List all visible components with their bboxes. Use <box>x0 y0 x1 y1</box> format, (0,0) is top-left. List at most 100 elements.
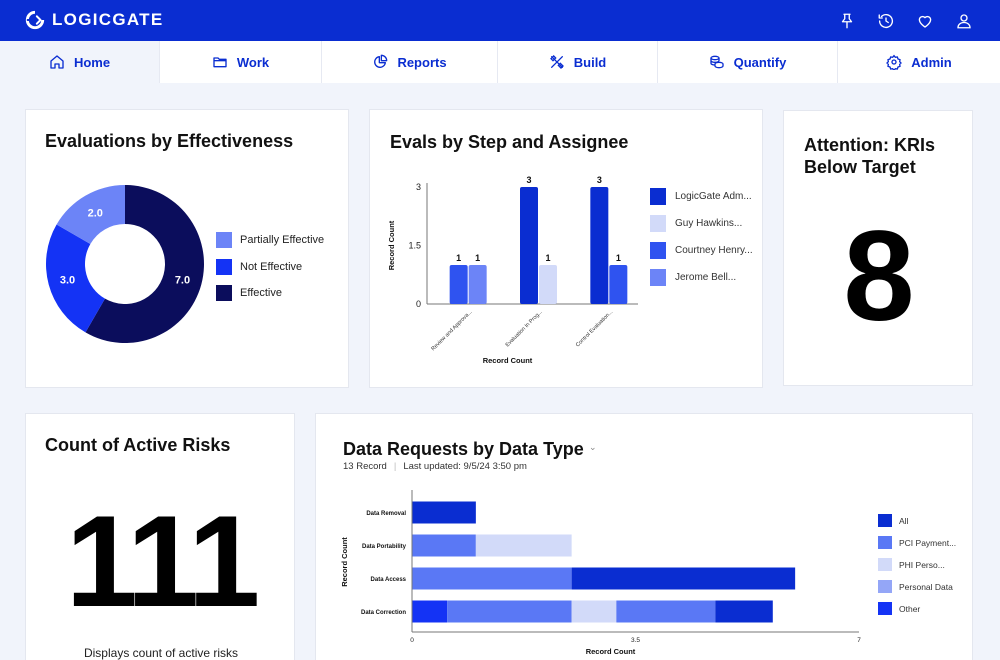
legend-item[interactable]: Effective <box>216 285 324 301</box>
gear-icon <box>886 54 903 70</box>
reports-icon <box>374 54 388 68</box>
pie-slice[interactable] <box>56 185 125 244</box>
bar-segment[interactable] <box>571 600 617 623</box>
legend-item[interactable]: PCI Payment... <box>878 536 956 549</box>
history-icon[interactable] <box>876 11 896 31</box>
nav-build[interactable]: Build <box>498 41 658 83</box>
x-axis-label: Record Count <box>586 647 636 656</box>
bar-segment[interactable] <box>412 600 448 623</box>
nav-reports[interactable]: Reports <box>322 41 498 83</box>
x-tick-label: Evaluation In Prog... <box>505 309 545 349</box>
folder-icon <box>213 57 227 68</box>
legend-swatch <box>650 215 666 232</box>
nav-quantify-label: Quantify <box>733 54 787 70</box>
bar[interactable] <box>449 265 468 304</box>
logo-text: LOGICGATE <box>52 10 164 29</box>
pie-slice[interactable] <box>46 224 105 333</box>
bar-value-label: 1 <box>616 253 621 263</box>
bar-segment[interactable] <box>715 600 773 623</box>
bar-value-label: 1 <box>475 253 480 263</box>
legend-swatch <box>650 242 666 259</box>
quantify-icon <box>709 55 724 69</box>
legend-item[interactable]: Jerome Bell... <box>650 269 753 286</box>
legend-item[interactable]: Other <box>878 602 956 615</box>
data-requests-bar-chart: Data Removal Data Portability Data Access D… <box>340 490 861 656</box>
bar[interactable] <box>590 187 609 304</box>
user-icon[interactable] <box>954 11 974 31</box>
bar[interactable] <box>609 265 628 304</box>
bar-segment[interactable] <box>412 534 476 557</box>
heart-icon[interactable] <box>915 11 935 31</box>
nav-build-label: Build <box>573 54 607 70</box>
legend-swatch <box>878 558 892 571</box>
legend-item[interactable]: All <box>878 514 956 527</box>
y-tick-label: Data Access <box>371 577 407 583</box>
legend-label: Not Effective <box>240 260 303 273</box>
bar-segment[interactable] <box>475 534 572 557</box>
nav-quantify[interactable]: Quantify <box>658 41 838 83</box>
legend-label: Jerome Bell... <box>675 272 737 283</box>
legend-swatch <box>878 602 892 615</box>
y-tick-label: Data Removal <box>366 511 406 517</box>
pie-slice[interactable] <box>85 185 205 343</box>
kri-count: 8 <box>843 205 915 348</box>
y-tick-label: Data Correction <box>361 610 406 616</box>
legend-item[interactable]: Not Effective <box>216 258 324 275</box>
legend-item[interactable]: LogicGate Adm... <box>650 188 753 205</box>
bar-segment[interactable] <box>571 567 796 590</box>
bar[interactable] <box>468 265 487 304</box>
effectiveness-card: Evaluations by Effectiveness 7.0 3.0 2.0 P… <box>25 109 349 388</box>
evals-title: Evals by Step and Assignee <box>390 132 629 152</box>
bar[interactable] <box>520 187 538 304</box>
home-icon <box>50 55 64 69</box>
x-tick-label: Review and Approva... <box>430 309 473 352</box>
kri-card: Attention: KRIs Below Target 8 <box>783 110 973 386</box>
bar[interactable] <box>539 265 557 304</box>
legend-item[interactable]: Personal Data <box>878 580 956 593</box>
legend-item[interactable]: Partially Effective <box>216 232 324 248</box>
logicgate-logo[interactable]: LOGICGATE <box>24 9 164 31</box>
legend-item[interactable]: Courtney Henry... <box>650 242 753 259</box>
x-tick-label: 7 <box>857 637 861 644</box>
nav-admin[interactable]: Admin <box>838 41 1000 83</box>
x-tick-label: 3.5 <box>631 637 640 644</box>
effectiveness-title: Evaluations by Effectiveness <box>45 131 294 151</box>
evals-bar-chart: 0 1.5 3 1 1 Review and Approva... 3 1 Evaluation… <box>387 175 638 365</box>
legend-label: LogicGate Adm... <box>675 191 752 202</box>
nav-home[interactable]: Home <box>0 41 160 83</box>
legend-swatch <box>216 258 232 275</box>
nav-work[interactable]: Work <box>160 41 322 83</box>
bar-segment[interactable] <box>447 600 572 623</box>
nav-admin-label: Admin <box>911 54 952 70</box>
top-bar: LOGICGATE <box>0 0 1000 41</box>
data-requests-subtitle: 13 Record | Last updated: 9/5/24 3:50 pm <box>343 461 527 472</box>
nav-reports-label: Reports <box>397 54 447 70</box>
kri-title: Attention: KRIs Below Target <box>804 135 935 177</box>
legend-swatch <box>878 536 892 549</box>
build-icon <box>549 55 564 69</box>
y-tick-label: 0 <box>416 299 421 309</box>
pin-icon[interactable] <box>837 11 857 31</box>
legend-item[interactable]: Guy Hawkins... <box>650 215 753 232</box>
evals-legend: LogicGate Adm... Guy Hawkins... Courtney… <box>650 188 753 296</box>
x-axis-label: Record Count <box>483 356 533 365</box>
legend-label: PCI Payment... <box>899 537 957 548</box>
y-tick-label: 1.5 <box>408 241 421 251</box>
effectiveness-legend: Partially Effective Not Effective Effect… <box>216 232 324 312</box>
data-requests-title: Data Requests by Data Type <box>343 439 584 459</box>
y-tick-label: 3 <box>416 182 421 192</box>
bar-segment[interactable] <box>412 501 476 524</box>
slice-label: 7.0 <box>175 274 190 286</box>
legend-swatch <box>650 188 666 205</box>
legend-label: Effective <box>240 287 282 299</box>
chevron-down-icon[interactable]: ⌄ <box>589 442 597 452</box>
x-tick-label: Control Evaluation... <box>575 309 615 349</box>
legend-item[interactable]: PHI Perso... <box>878 558 956 571</box>
bar-segment[interactable] <box>616 600 716 623</box>
y-axis-label: Record Count <box>387 220 396 270</box>
data-requests-legend: All PCI Payment... PHI Perso... Personal… <box>878 514 956 624</box>
nav-work-label: Work <box>236 54 270 70</box>
bar-segment[interactable] <box>412 567 572 590</box>
y-tick-label: Data Portability <box>362 544 407 550</box>
legend-label: Guy Hawkins... <box>675 218 743 229</box>
